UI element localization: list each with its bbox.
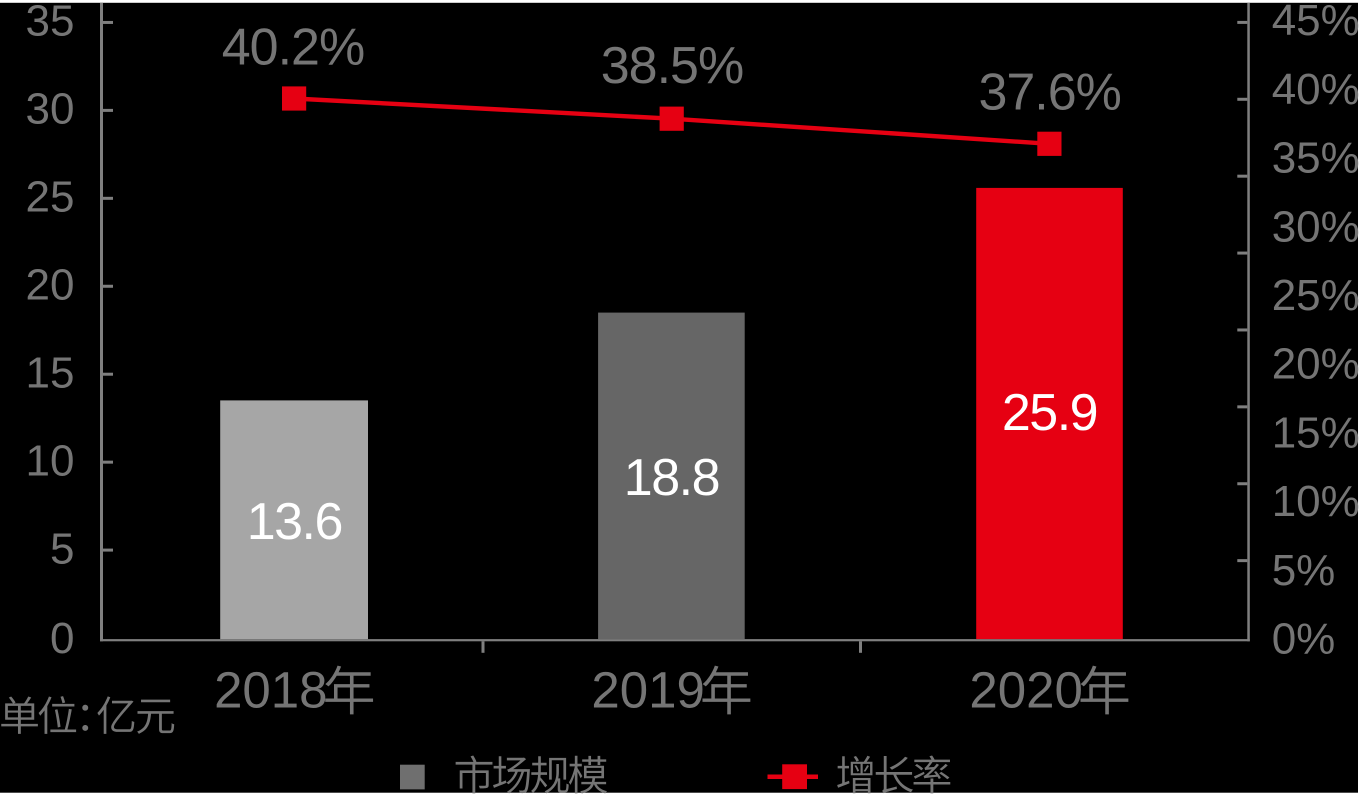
svg-text:35: 35 bbox=[26, 0, 75, 46]
svg-text:5: 5 bbox=[50, 524, 74, 573]
svg-text:45%: 45% bbox=[1272, 0, 1360, 45]
svg-text:38.5%: 38.5% bbox=[601, 37, 743, 95]
svg-text:25%: 25% bbox=[1272, 271, 1360, 320]
svg-text:2019: 2019 bbox=[591, 661, 704, 718]
svg-text:37.6%: 37.6% bbox=[978, 63, 1120, 121]
svg-text:5%: 5% bbox=[1272, 546, 1336, 595]
svg-text:2018: 2018 bbox=[214, 661, 327, 718]
svg-text:35%: 35% bbox=[1272, 134, 1360, 183]
svg-text:15%: 15% bbox=[1272, 408, 1360, 457]
svg-text:13.6: 13.6 bbox=[247, 493, 342, 551]
svg-text:10: 10 bbox=[26, 436, 75, 485]
svg-text:40%: 40% bbox=[1272, 65, 1360, 114]
svg-text:2020: 2020 bbox=[969, 661, 1082, 718]
svg-text:15: 15 bbox=[26, 348, 75, 397]
svg-text:40.2%: 40.2% bbox=[222, 18, 364, 76]
svg-text:20: 20 bbox=[26, 261, 75, 310]
svg-text:10%: 10% bbox=[1272, 477, 1360, 526]
svg-text:30%: 30% bbox=[1272, 202, 1360, 251]
svg-text:25: 25 bbox=[26, 173, 75, 222]
svg-text:0%: 0% bbox=[1272, 615, 1336, 664]
svg-text:18.8: 18.8 bbox=[624, 449, 719, 507]
svg-text:25.9: 25.9 bbox=[1002, 384, 1097, 442]
svg-text:30: 30 bbox=[26, 85, 75, 134]
svg-text:20%: 20% bbox=[1272, 340, 1360, 389]
svg-text:0: 0 bbox=[50, 614, 74, 663]
